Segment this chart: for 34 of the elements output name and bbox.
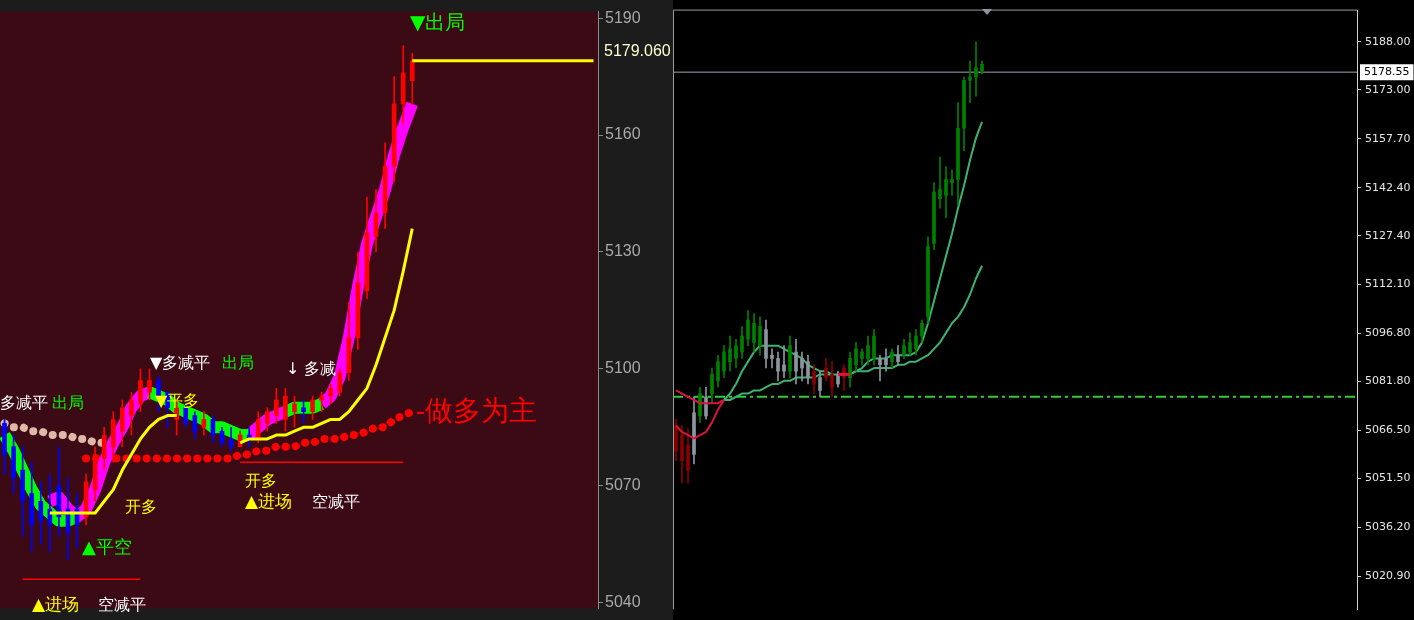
annotation: ▼出局 [410, 10, 466, 34]
annotation: 开多 [125, 497, 157, 516]
text: 5179.060 [604, 42, 671, 59]
y-tick-label: 5081.80 [1365, 374, 1411, 388]
y-tick-label: 5127.40 [1365, 228, 1411, 242]
y-tick-label: 5190 [605, 8, 641, 26]
annotation: 空减平 [312, 492, 360, 511]
annotation: -做多为主 [416, 394, 538, 427]
annotation: 多减平 [0, 393, 48, 412]
y-tick-label: 5036.20 [1365, 520, 1411, 534]
y-tick-label: 5160 [605, 125, 641, 143]
annotation: 出局 [52, 393, 84, 412]
y-tick-label: 5066.50 [1365, 423, 1411, 437]
annotation: ▲平空 [82, 536, 132, 557]
y-tick-label: 5100 [605, 359, 641, 377]
annotation: ▲进场 [245, 491, 293, 511]
y-tick-label: 5157.70 [1365, 131, 1411, 145]
y-tick-label: 5020.90 [1365, 569, 1411, 583]
annotation: 空减平 [98, 595, 146, 614]
y-tick-label: 5096.80 [1365, 326, 1411, 340]
annotation: 出局 [222, 353, 254, 372]
annotation: ↓ 多减 [286, 359, 337, 378]
annotation: ▲进场 [32, 594, 80, 614]
annotation: 开多 [245, 471, 277, 490]
y-tick-label: 5051.50 [1365, 471, 1411, 485]
y-tick-label: 5188.00 [1365, 34, 1411, 48]
y-tick-label: 5112.10 [1365, 277, 1411, 291]
y-tick-label: 5040 [605, 592, 641, 610]
annotation: ▼多减平 [150, 353, 211, 372]
y-tick-label: 5070 [605, 476, 641, 494]
ref-line-label: 5178.55 [1364, 65, 1410, 78]
y-tick-label: 5142.40 [1365, 180, 1411, 194]
y-tick-label: 5173.00 [1365, 82, 1411, 96]
y-tick-label: 5130 [605, 242, 641, 260]
